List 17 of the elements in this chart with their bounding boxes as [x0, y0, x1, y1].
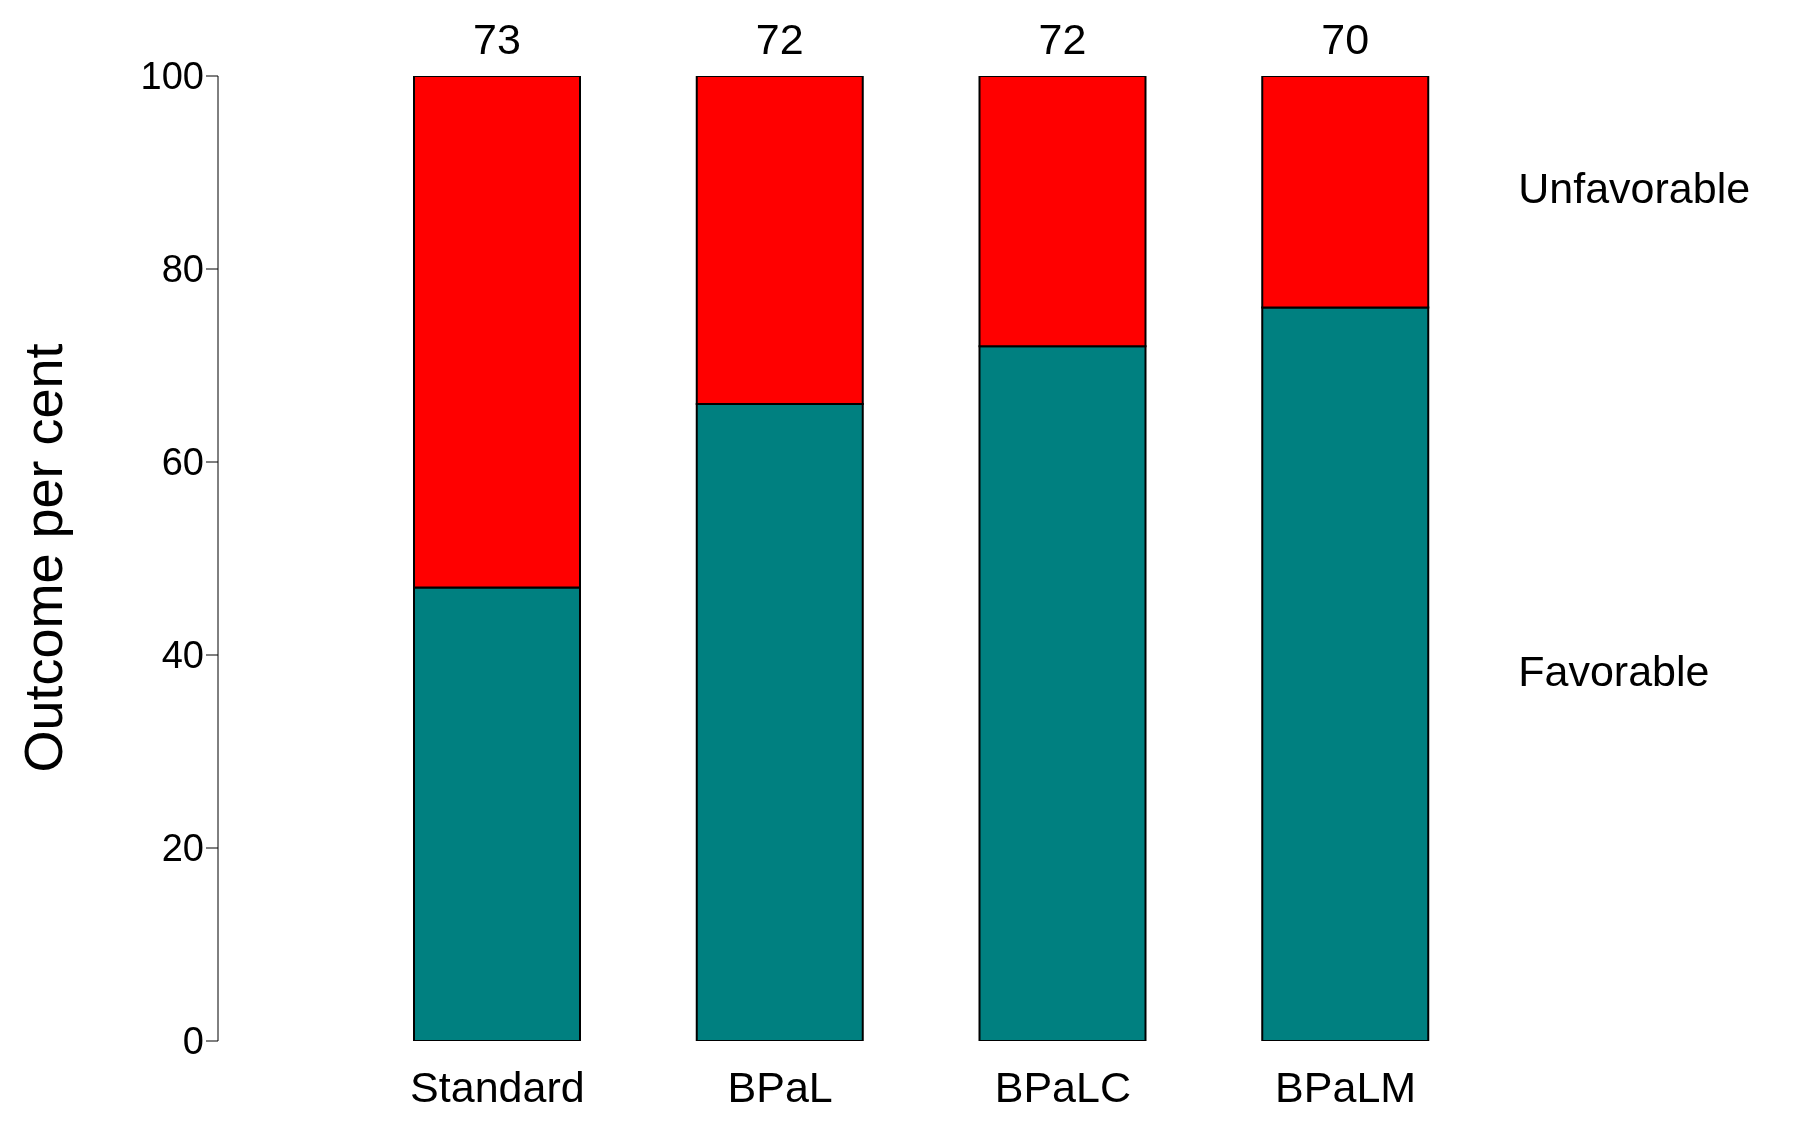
- y-tick-label: 60: [161, 441, 204, 484]
- y-tick-label: 100: [140, 55, 204, 98]
- text: Unfavorable: [1518, 164, 1751, 213]
- y-axis-title: Outcome per cent: [13, 343, 74, 773]
- x-tick-label: BPaL: [727, 1062, 833, 1111]
- annotation: 72: [1038, 15, 1087, 63]
- y-tick-label: 20: [161, 827, 204, 870]
- x-tick-label: Standard: [410, 1062, 585, 1111]
- annotation: 73: [473, 15, 521, 63]
- y-tick-label: 0: [182, 1020, 204, 1063]
- y-tick-label: 40: [161, 634, 204, 677]
- y-tick-label: 80: [161, 248, 204, 291]
- text: Favorable: [1518, 646, 1710, 695]
- x-tick-label: BPaLC: [994, 1062, 1131, 1111]
- annotation: 72: [755, 15, 804, 63]
- x-tick-label: BPaLM: [1275, 1062, 1417, 1111]
- annotation: 70: [1321, 15, 1370, 63]
